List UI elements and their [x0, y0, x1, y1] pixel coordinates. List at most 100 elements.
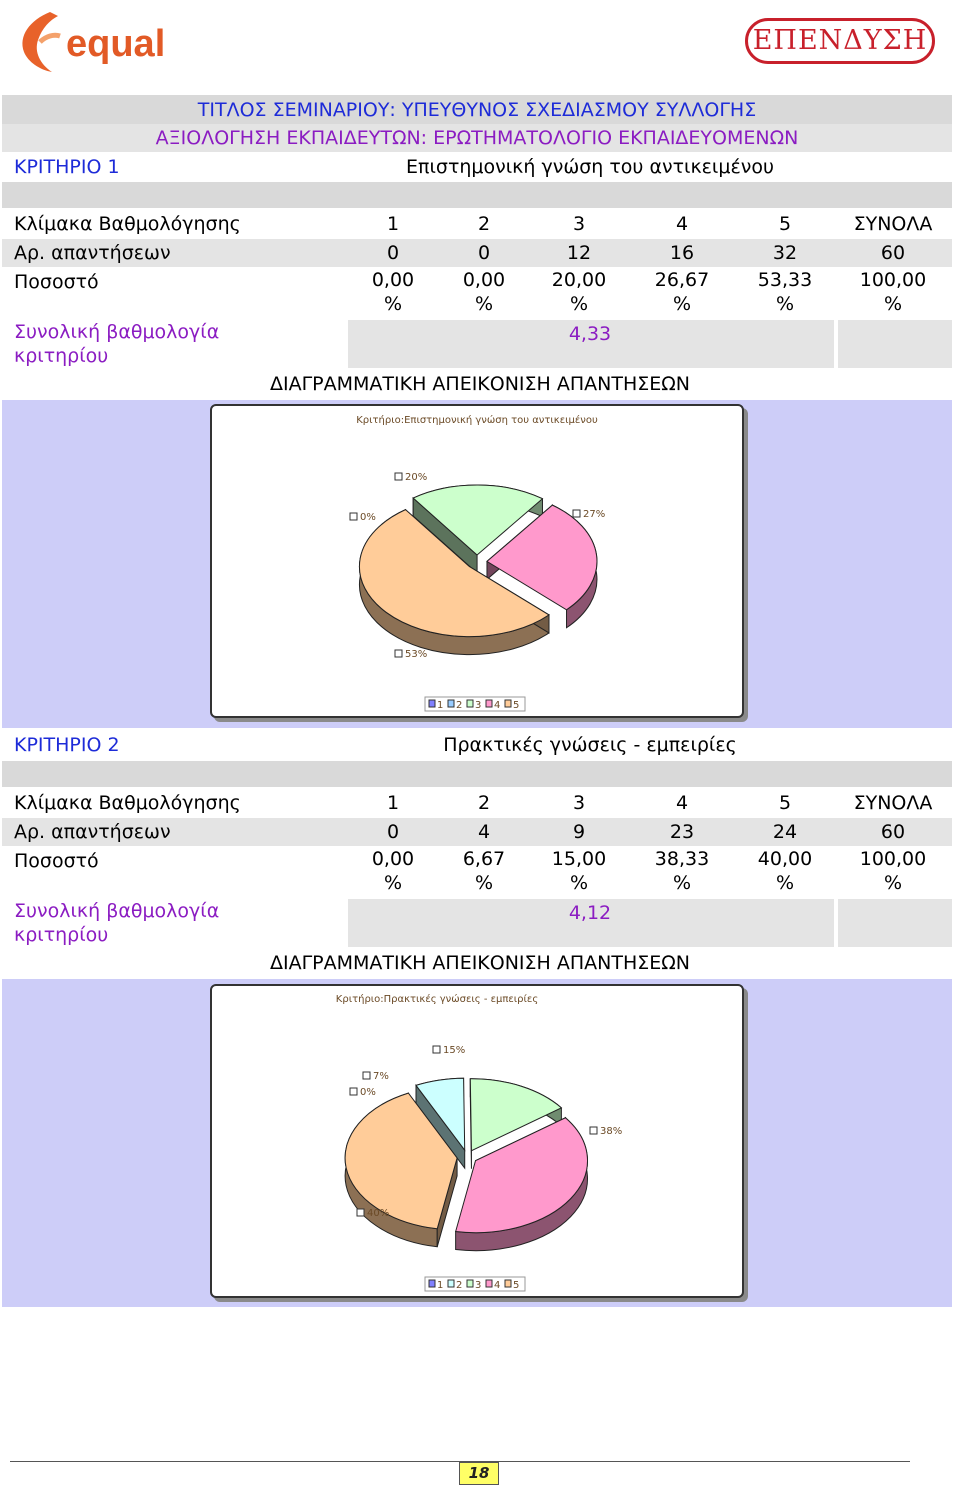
footer-rule — [10, 1461, 910, 1462]
pie-data-label: 20% — [405, 472, 427, 483]
pie-slice-4 — [454, 1117, 588, 1234]
pie-slice-2 — [415, 1077, 466, 1152]
pie-slice-3 — [469, 1078, 563, 1152]
percent-value: 20,00 — [551, 269, 607, 291]
seminar-title: ΤΙΤΛΟΣ ΣΕΜΙΝΑΡΙΟΥ: ΥΠΕΥΘΥΝΟΣ ΣΧΕΔΙΑΣΜΟΥ … — [197, 99, 757, 121]
ependysi-logo-text: ΕΠΕΝΔΥΣΗ — [745, 18, 935, 64]
pie-slice-5 — [358, 509, 550, 638]
percent-sign: % — [474, 872, 494, 894]
pie-data-label: 0% — [360, 512, 376, 523]
percent-value: 15,00 — [551, 848, 607, 870]
pie-label-marker — [572, 509, 581, 518]
pie-data-label: 38% — [600, 1126, 622, 1137]
percent-sign: % — [775, 872, 795, 894]
criterion-name: Πρακτικές γνώσεις - εμπειρίες — [443, 734, 737, 756]
scale-value: 4 — [675, 213, 689, 235]
scale-value: 3 — [572, 213, 586, 235]
total-band — [348, 899, 834, 947]
legend-label: 5 — [513, 1280, 519, 1291]
answers-total: 60 — [880, 821, 906, 843]
percent-total: 100,00 — [859, 269, 927, 291]
answers-band — [2, 239, 952, 267]
total-band — [348, 320, 834, 368]
percent-sign: % — [883, 872, 903, 894]
percent-sign: % — [672, 872, 692, 894]
percent-sign: % — [883, 293, 903, 315]
spacer-band — [2, 182, 952, 208]
pie-label-marker — [394, 649, 403, 658]
legend-label: 3 — [475, 1280, 481, 1291]
percent-value: 0,00 — [462, 269, 506, 291]
answers-value: 4 — [477, 821, 491, 843]
answers-total: 60 — [880, 242, 906, 264]
pie-label-marker — [394, 472, 403, 481]
equal-logo-text: equal — [66, 23, 165, 65]
pie-data-label: 27% — [583, 509, 605, 520]
answers-band — [2, 818, 952, 846]
scale-value: 1 — [386, 213, 400, 235]
answers-value: 9 — [572, 821, 586, 843]
percent-sign: % — [569, 293, 589, 315]
legend-swatch — [485, 699, 493, 708]
evaluation-title: ΑΞΙΟΛΟΓΗΣΗ ΕΚΠΑΙΔΕΥΤΩΝ: ΕΡΩΤΗΜΑΤΟΛΟΓΙΟ Ε… — [155, 127, 799, 149]
percent-value: 53,33 — [757, 269, 813, 291]
evaluation-band — [2, 124, 952, 152]
legend-swatch — [447, 1279, 455, 1288]
chart-legend: 1 2 3 4 5 — [424, 696, 526, 712]
total-band-right — [838, 320, 952, 368]
percent-label: Ποσοστό — [14, 271, 99, 293]
legend-swatch — [504, 1279, 512, 1288]
pie-data-label: 15% — [443, 1045, 465, 1056]
pie-chart-2: Κριτήριο:Πρακτικές γνώσεις - εμπειρίες 0… — [210, 984, 744, 1298]
legend-swatch — [485, 1279, 493, 1288]
legend-label: 4 — [494, 700, 500, 711]
answers-value: 0 — [386, 242, 400, 264]
total-score-label: Συνολική βαθμολογία κριτηρίου — [14, 321, 220, 367]
answers-value: 23 — [669, 821, 695, 843]
pie-chart-svg: 0% 7% 15% 38% 40% 1 2 3 4 5 — [344, 1045, 622, 1292]
answers-value: 0 — [386, 821, 400, 843]
percent-value: 40,00 — [757, 848, 813, 870]
percent-label: Ποσοστό — [14, 850, 99, 872]
spacer-band — [2, 761, 952, 787]
title-band — [2, 95, 952, 125]
legend-label: 2 — [456, 1280, 462, 1291]
pie-chart-1: Κριτήριο:Επιστημονική γνώση του αντικειμ… — [210, 404, 744, 718]
legend-swatch — [504, 699, 512, 708]
scale-value: 3 — [572, 792, 586, 814]
percent-total: 100,00 — [859, 848, 927, 870]
pie-slice-5 — [344, 1092, 458, 1230]
legend-label: 1 — [437, 700, 443, 711]
chart-heading: ΔΙΑΓΡΑΜΜΑΤΙΚΗ ΑΠΕΙΚΟΝΙΣΗ ΑΠΑΝΤΗΣΕΩΝ — [269, 952, 690, 974]
pie-chart-svg: 0% 20% 27% 53% 1 2 3 4 5 — [349, 472, 605, 712]
percent-sign: % — [672, 293, 692, 315]
legend-label: 2 — [456, 700, 462, 711]
answers-value: 32 — [772, 242, 798, 264]
chart-title: Κριτήριο:Πρακτικές γνώσεις - εμπειρίες — [335, 994, 539, 1005]
pie-label-marker — [589, 1126, 598, 1135]
chart-title: Κριτήριο:Επιστημονική γνώση του αντικειμ… — [356, 415, 598, 426]
page-number: 18 — [459, 1462, 499, 1485]
percent-value: 0,00 — [371, 848, 415, 870]
pie-data-label: 53% — [405, 649, 427, 660]
chart-legend: 1 2 3 4 5 — [424, 1276, 526, 1292]
answers-value: 16 — [669, 242, 695, 264]
pie-data-label: 40% — [367, 1208, 389, 1219]
scale-label: Κλίμακα Βαθμολόγησης — [14, 792, 241, 814]
ependysi-logo: ΕΠΕΝΔΥΣΗ — [745, 18, 940, 70]
legend-label: 1 — [437, 1280, 443, 1291]
percent-sign: % — [569, 872, 589, 894]
answers-value: 0 — [477, 242, 491, 264]
legend-swatch — [447, 699, 455, 708]
legend-label: 4 — [494, 1280, 500, 1291]
percent-sign: % — [383, 872, 403, 894]
answers-value: 12 — [566, 242, 592, 264]
pie-data-label: 7% — [373, 1071, 389, 1082]
answers-label: Αρ. απαντήσεων — [14, 242, 171, 264]
legend-label: 3 — [475, 700, 481, 711]
pie-label-marker — [362, 1071, 371, 1080]
total-band-right — [838, 899, 952, 947]
percent-value: 6,67 — [462, 848, 506, 870]
percent-sign: % — [775, 293, 795, 315]
scale-value: 4 — [675, 792, 689, 814]
